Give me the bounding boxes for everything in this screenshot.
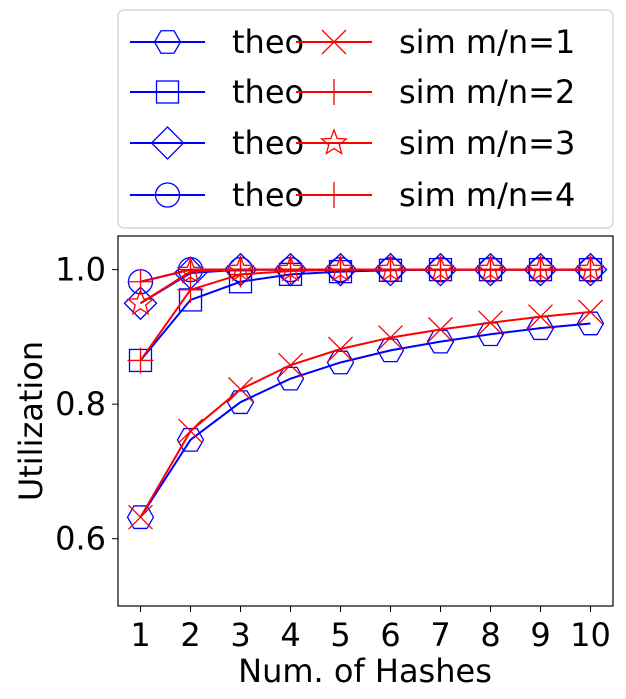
series-line xyxy=(139,268,591,305)
data-point xyxy=(278,352,303,378)
legend-entry: sim m/n=3 xyxy=(296,124,575,162)
legend: theo theo theo theo sim m/n=1 sim m/n=2 sim m/… xyxy=(117,9,614,229)
legend-entry: theo xyxy=(130,176,304,214)
legend-marker xyxy=(150,126,185,160)
legend-marker xyxy=(319,128,349,156)
data-point xyxy=(277,256,304,283)
x-tick-label: 5 xyxy=(330,616,350,654)
x-axis: 1 2 3 4 5 6 7 8 9 10 xyxy=(130,606,611,654)
legend-entry: theo xyxy=(130,23,304,61)
data-point xyxy=(127,347,154,374)
x-tick-label: 8 xyxy=(480,616,500,654)
data-point xyxy=(177,256,204,283)
legend-label: theo xyxy=(232,124,304,162)
series-1 xyxy=(126,311,605,530)
y-tick-label: 0.6 xyxy=(55,520,106,558)
x-tick-label: 3 xyxy=(230,616,250,654)
data-point xyxy=(477,256,504,283)
data-point xyxy=(377,256,404,283)
legend-entry: theo xyxy=(130,124,304,162)
legend-marker xyxy=(154,182,181,208)
y-tick-label: 1.0 xyxy=(55,251,106,289)
series-line xyxy=(139,268,591,362)
legend-marker xyxy=(321,79,347,105)
data-point xyxy=(228,376,253,402)
data-point xyxy=(427,256,454,283)
x-axis-label: Num. of Hashes xyxy=(238,652,492,690)
data-point xyxy=(178,418,203,444)
y-axis: 0.6 0.8 1.0 xyxy=(55,251,118,558)
series-line xyxy=(139,311,591,518)
legend-label: theo xyxy=(232,73,304,111)
legend-marker xyxy=(321,29,347,55)
data-point xyxy=(577,256,604,283)
data-point xyxy=(227,256,254,283)
x-tick-label: 6 xyxy=(380,616,400,654)
data-point xyxy=(426,329,455,354)
x-tick-label: 4 xyxy=(280,616,300,654)
data-point xyxy=(128,504,153,530)
data-point xyxy=(478,310,503,336)
plot-area xyxy=(117,235,614,607)
legend-box xyxy=(117,9,614,229)
legend-label: sim m/n=2 xyxy=(399,73,575,111)
data-point xyxy=(127,268,154,295)
data-point xyxy=(576,311,605,336)
legend-marker xyxy=(321,182,347,208)
x-tick-label: 7 xyxy=(430,616,450,654)
legend-marker xyxy=(155,80,180,104)
data-point xyxy=(578,299,603,325)
x-tick-label: 1 xyxy=(130,616,150,654)
data-point xyxy=(528,304,553,330)
legend-entry: theo xyxy=(130,73,304,111)
series-8 xyxy=(127,256,604,295)
y-axis-label: Utilization xyxy=(12,341,50,501)
series-5 xyxy=(128,299,603,530)
data-point xyxy=(123,286,158,321)
data-point xyxy=(176,427,205,452)
x-tick-label: 10 xyxy=(570,616,611,654)
legend-entry: sim m/n=4 xyxy=(296,176,575,214)
series-line xyxy=(139,322,591,518)
data-point xyxy=(376,338,405,363)
legend-entry: sim m/n=2 xyxy=(296,73,575,111)
data-point xyxy=(378,325,403,351)
legend-entry: sim m/n=1 xyxy=(296,23,575,61)
y-tick-label: 0.8 xyxy=(55,385,106,423)
data-point xyxy=(126,288,155,316)
series-3 xyxy=(123,252,608,321)
series-line xyxy=(139,268,591,362)
x-tick-label: 9 xyxy=(530,616,550,654)
series-line xyxy=(139,268,591,305)
x-tick-label: 2 xyxy=(180,616,200,654)
legend-label: theo xyxy=(232,176,304,214)
data-point xyxy=(328,336,353,362)
legend-label: sim m/n=4 xyxy=(399,176,575,214)
legend-label: theo xyxy=(232,23,304,61)
legend-label: sim m/n=3 xyxy=(399,124,575,162)
legend-marker xyxy=(153,30,182,54)
series-line xyxy=(140,268,591,283)
series-layer xyxy=(123,252,608,530)
legend-label: sim m/n=1 xyxy=(399,23,575,61)
data-point xyxy=(326,350,355,375)
data-point xyxy=(527,256,554,283)
data-point xyxy=(327,256,354,283)
data-point xyxy=(276,366,305,391)
data-point xyxy=(226,390,255,415)
data-point xyxy=(428,317,453,342)
